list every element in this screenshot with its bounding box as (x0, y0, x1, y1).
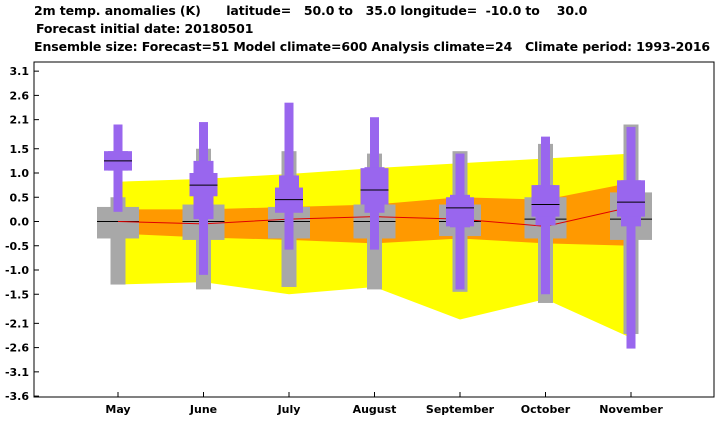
x-tick-label-november: November (599, 403, 663, 416)
y-tick-label: -2.1 (5, 317, 29, 330)
forecast-box-inner-august (360, 168, 389, 205)
x-tick-label-august: August (353, 403, 397, 416)
x-tick-label-may: May (105, 403, 130, 416)
forecast-box-inner-october (531, 185, 560, 217)
y-tick-label: 3.1 (10, 65, 30, 78)
y-tick-label: -0.5 (5, 240, 29, 253)
y-tick-label: 0.5 (10, 191, 30, 204)
chart-header-line2: Forecast initial date: 20180501 (36, 21, 254, 36)
y-tick-label: -2.6 (5, 342, 29, 355)
analysis-box-may (97, 206, 139, 239)
y-tick-label: -3.1 (5, 366, 29, 379)
y-tick-label: -3.6 (5, 390, 29, 403)
chart-header-line1: 2m temp. anomalies (K) latitude= 50.0 to… (34, 3, 588, 18)
y-tick-label: -1.0 (5, 264, 29, 277)
y-tick-label: 0.0 (10, 216, 30, 229)
forecast-whisker-november (626, 126, 636, 349)
axes: 3.1 2.6 2.1 1.5 1.0 0.5 0.0 -0.5 -1.0 -1.5 -2.1 -2.… (5, 61, 715, 416)
y-tick-label: 2.6 (10, 89, 30, 102)
forecast-boxes (104, 102, 645, 349)
x-tick-label-september: September (426, 403, 495, 416)
y-tick-label: 1.5 (10, 143, 30, 156)
x-tick-label-june: June (189, 403, 217, 416)
chart-header-line3: Ensemble size: Forecast=51 Model climate… (34, 39, 711, 54)
y-tick-label: 2.1 (10, 114, 30, 127)
y-tick-label: 1.0 (10, 167, 30, 180)
forecast-box-inner-september (446, 197, 474, 227)
x-tick-label-july: July (277, 403, 301, 416)
forecast-box-inner-november (617, 180, 645, 217)
x-tick-label-october: October (521, 403, 571, 416)
y-tick-label: -1.5 (5, 288, 29, 301)
